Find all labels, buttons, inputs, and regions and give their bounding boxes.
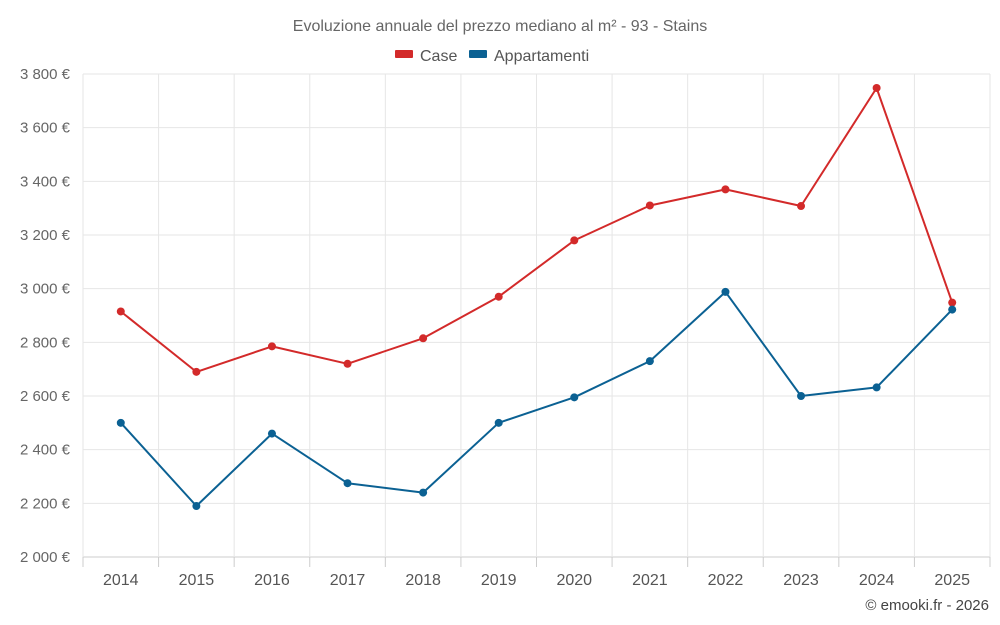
data-point-case[interactable] [570, 236, 579, 245]
data-point-case[interactable] [192, 367, 201, 376]
data-point-case[interactable] [872, 83, 881, 92]
y-tick-label: 3 400 € [20, 173, 71, 190]
x-tick-label: 2017 [330, 572, 366, 589]
legend-label-case[interactable]: Case [420, 48, 457, 65]
x-tick-label: 2014 [103, 572, 139, 589]
series [116, 83, 957, 511]
chart-title: Evoluzione annuale del prezzo mediano al… [293, 18, 707, 35]
data-point-appartamenti[interactable] [419, 488, 428, 497]
y-tick-label: 3 800 € [20, 66, 71, 83]
data-point-case[interactable] [419, 334, 428, 343]
data-point-case[interactable] [721, 185, 730, 194]
data-point-appartamenti[interactable] [645, 357, 654, 366]
data-point-appartamenti[interactable] [570, 393, 579, 402]
data-point-case[interactable] [645, 201, 654, 210]
legend: Case Appartamenti [395, 48, 589, 65]
data-point-case[interactable] [494, 292, 503, 301]
data-point-case[interactable] [116, 307, 125, 316]
credit-text: © emooki.fr - 2026 [865, 597, 989, 614]
data-point-appartamenti[interactable] [494, 418, 503, 427]
data-point-appartamenti[interactable] [343, 479, 352, 488]
data-point-appartamenti[interactable] [116, 418, 125, 427]
data-point-case[interactable] [343, 359, 352, 368]
y-tick-label: 2 400 € [20, 442, 71, 459]
data-point-appartamenti[interactable] [192, 502, 201, 511]
data-point-appartamenti[interactable] [872, 383, 881, 392]
gridlines [82, 73, 991, 558]
x-tick-label: 2016 [254, 572, 290, 589]
x-tick-label: 2018 [405, 572, 441, 589]
y-tick-label: 2 800 € [20, 334, 71, 351]
data-point-appartamenti[interactable] [797, 392, 806, 400]
data-point-case[interactable] [267, 342, 276, 351]
series-line-case[interactable] [120, 87, 954, 373]
legend-swatch-case[interactable] [395, 50, 413, 58]
data-point-case[interactable] [797, 202, 806, 211]
x-tick-label: 2025 [934, 572, 970, 589]
data-point-appartamenti[interactable] [721, 287, 730, 296]
legend-swatch-appartamenti[interactable] [469, 50, 487, 58]
x-tick-label: 2022 [708, 572, 744, 589]
x-tick-label: 2023 [783, 572, 819, 589]
y-tick-label: 2 000 € [20, 549, 71, 566]
y-tick-label: 3 000 € [20, 281, 71, 298]
series-line-appartamenti[interactable] [120, 290, 953, 507]
y-axis: 2 000 € 2 200 € 2 400 € 2 600 € 2 800 € 3 000… [20, 66, 71, 566]
y-tick-label: 2 600 € [20, 388, 71, 405]
x-tick-label: 2020 [556, 572, 592, 589]
y-tick-label: 3 600 € [20, 120, 71, 137]
y-tick-label: 2 200 € [20, 495, 71, 512]
data-point-case[interactable] [948, 298, 957, 307]
x-axis: 2014 2015 2016 2017 2018 2019 2020 2021 2022 2023… [82, 557, 991, 589]
data-point-appartamenti[interactable] [948, 305, 957, 314]
y-tick-label: 3 200 € [20, 227, 71, 244]
x-tick-label: 2019 [481, 572, 517, 589]
x-tick-label: 2024 [859, 572, 895, 589]
x-tick-label: 2015 [179, 572, 215, 589]
x-tick-label: 2021 [632, 572, 668, 589]
data-point-appartamenti[interactable] [267, 429, 276, 438]
legend-label-appartamenti[interactable]: Appartamenti [494, 48, 589, 65]
